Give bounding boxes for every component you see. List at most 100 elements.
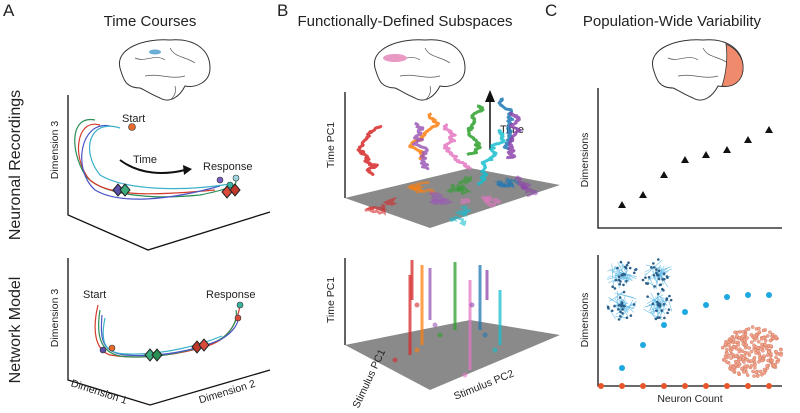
node — [622, 290, 626, 294]
node — [752, 343, 756, 348]
panel-title: Functionally-Defined Subspaces — [297, 13, 512, 30]
node — [651, 302, 655, 306]
panel-letter: C — [545, 1, 557, 20]
data-dot — [619, 365, 625, 371]
node — [668, 294, 671, 298]
node — [734, 347, 739, 351]
axis-dot — [724, 383, 730, 389]
node — [739, 354, 743, 359]
node — [737, 362, 742, 367]
node — [728, 364, 733, 368]
node — [737, 335, 742, 340]
edge — [620, 260, 630, 280]
node — [752, 334, 757, 338]
node — [752, 338, 757, 342]
node — [755, 374, 760, 378]
node — [750, 325, 755, 329]
node — [740, 349, 745, 353]
node — [768, 330, 772, 334]
node — [723, 342, 728, 347]
annotation: Start — [122, 113, 145, 125]
axis-dot — [640, 383, 646, 389]
floor-dot — [482, 332, 488, 338]
node — [745, 364, 750, 368]
axis-label: Dimensions — [579, 293, 591, 348]
data-triangle — [744, 136, 752, 143]
b-bottom-plot: Time PC1 Stimulus PC1 Stimulus PC2 — [325, 258, 560, 410]
node — [766, 358, 770, 363]
node — [613, 287, 617, 290]
node — [623, 265, 627, 269]
axis-dot — [745, 383, 751, 389]
node — [770, 332, 775, 337]
trajectory — [408, 112, 440, 161]
node — [658, 303, 662, 306]
projection — [520, 186, 539, 198]
node — [766, 334, 770, 338]
data-triangle — [681, 156, 689, 163]
node — [725, 360, 729, 364]
node — [737, 330, 742, 334]
edge — [609, 269, 625, 280]
node — [657, 269, 661, 273]
axis-label: Time PC1 — [325, 122, 337, 168]
node — [759, 347, 763, 351]
edge — [619, 302, 633, 321]
node — [619, 310, 622, 314]
node — [766, 350, 771, 354]
node — [741, 370, 746, 374]
data-dot — [745, 292, 751, 298]
edge — [615, 274, 631, 279]
node — [644, 276, 647, 279]
node — [646, 282, 650, 285]
projection — [496, 179, 520, 189]
node — [779, 353, 783, 357]
node — [749, 359, 754, 363]
floor-dot — [492, 347, 498, 353]
node — [661, 278, 664, 281]
node — [771, 363, 776, 368]
node — [747, 346, 752, 350]
node — [758, 356, 762, 360]
node — [729, 356, 733, 360]
node — [727, 343, 731, 347]
projection — [457, 175, 473, 185]
edge — [612, 272, 617, 286]
node — [746, 351, 750, 355]
panel-title: Population-Wide Variability — [583, 13, 762, 30]
node — [658, 283, 662, 287]
node — [734, 354, 738, 359]
panel-title: Time Courses — [104, 13, 197, 30]
node — [641, 278, 645, 282]
node — [665, 298, 668, 302]
node — [665, 275, 669, 278]
node — [669, 298, 673, 302]
node — [652, 262, 655, 265]
node — [662, 302, 666, 306]
node — [751, 369, 755, 374]
edge — [656, 297, 665, 308]
node — [657, 277, 661, 281]
projection — [364, 206, 386, 216]
projection — [382, 196, 398, 206]
edge — [646, 294, 664, 304]
floor-dot — [414, 347, 420, 353]
network-illustration — [606, 258, 783, 378]
node — [616, 266, 619, 270]
node — [613, 304, 616, 308]
node — [621, 273, 624, 277]
data-dot — [661, 322, 667, 328]
node — [742, 354, 747, 358]
node — [760, 358, 765, 363]
node — [762, 354, 766, 358]
node — [657, 274, 660, 277]
data-triangle — [765, 126, 773, 133]
node — [761, 328, 766, 333]
trajectory — [442, 122, 472, 171]
node — [742, 360, 746, 364]
trajectory — [412, 121, 430, 171]
node — [756, 340, 761, 344]
axis-label: Dimension 3 — [49, 121, 61, 180]
node — [652, 273, 656, 277]
node — [606, 305, 610, 309]
